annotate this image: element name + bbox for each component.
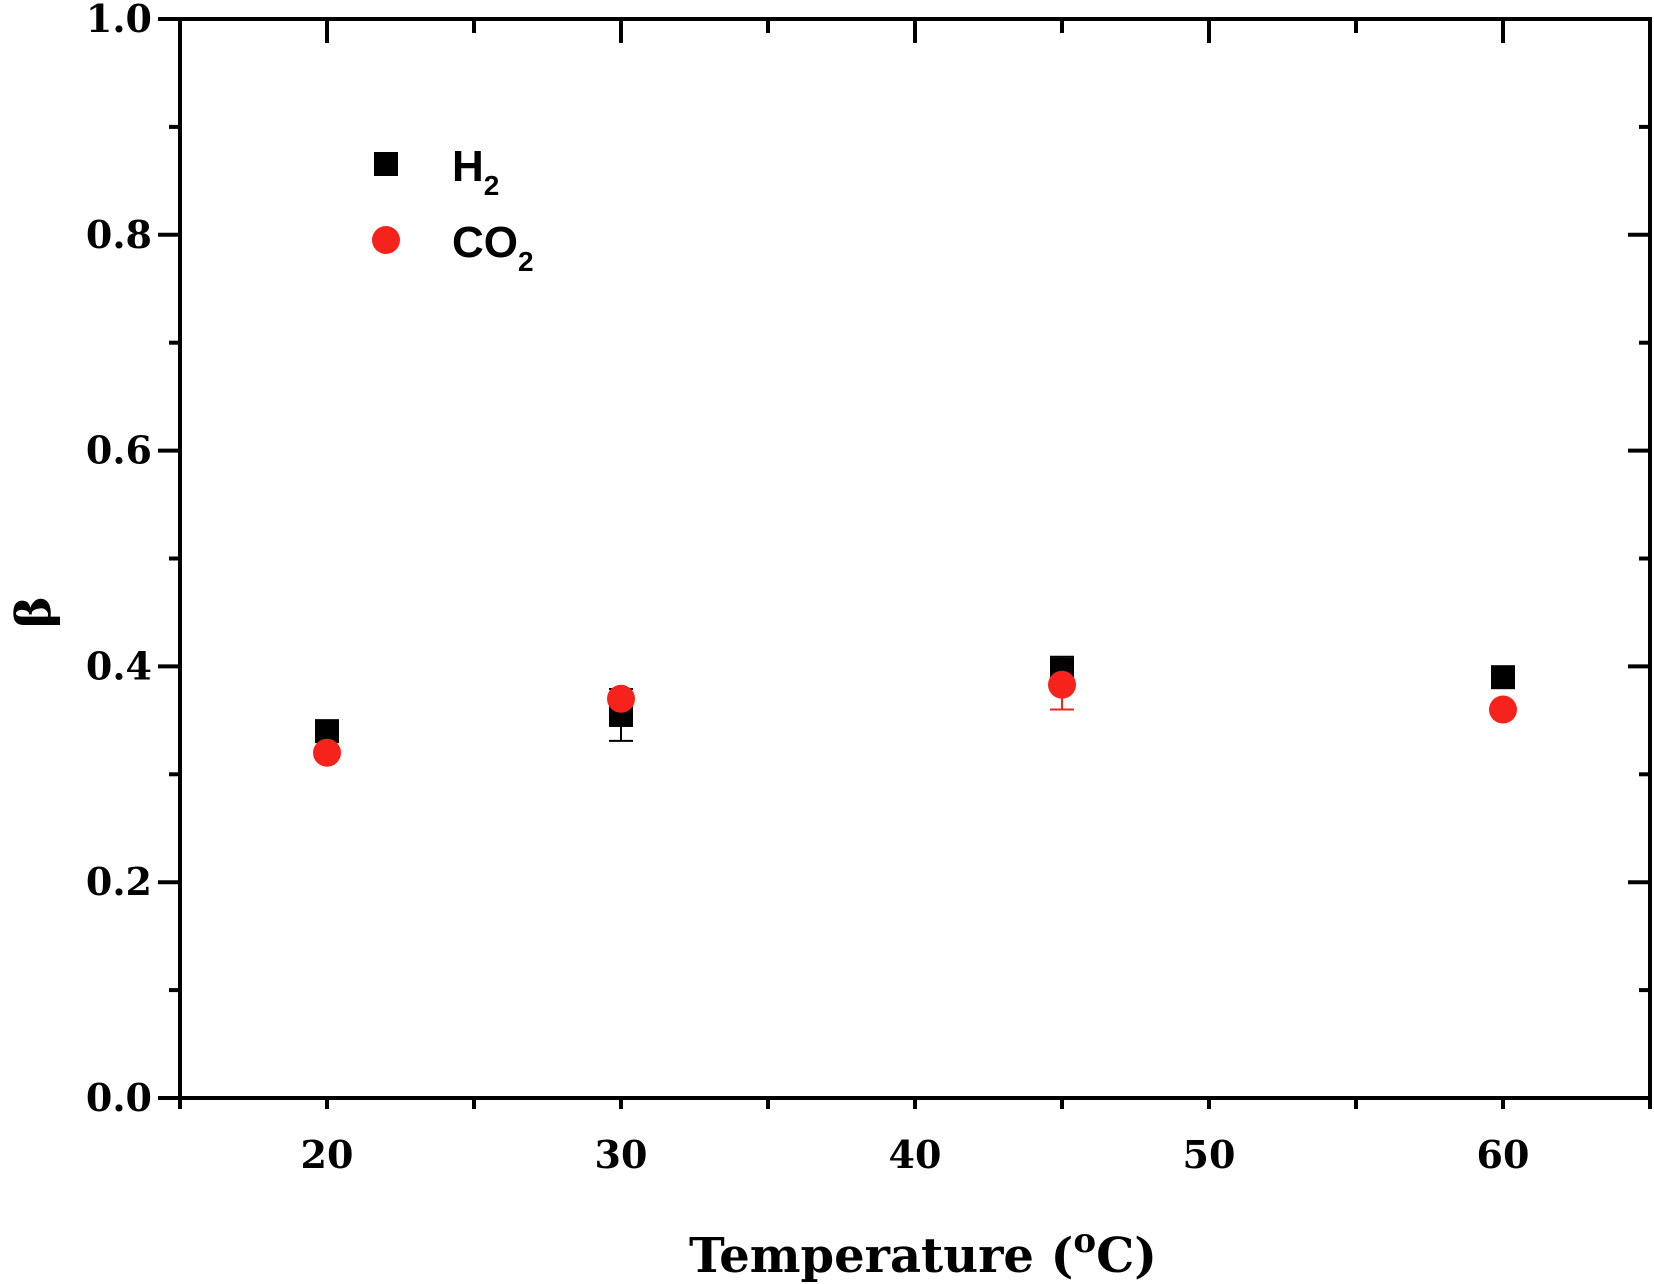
legend: H2 CO2: [372, 142, 534, 277]
x-tick-label: 30: [595, 1132, 648, 1177]
data-point-circle: [1048, 670, 1076, 699]
legend-label-h2: H2: [452, 142, 499, 201]
x-tick-label: 40: [889, 1132, 942, 1177]
plot-frame: [178, 17, 1652, 1100]
y-axis-title: β: [6, 596, 62, 628]
error-bars: [609, 655, 1074, 742]
data-point-square: [1491, 665, 1515, 690]
legend-marker-h2: [374, 152, 398, 176]
data-point-circle: [1489, 695, 1517, 724]
data-markers: [313, 657, 1517, 767]
legend-marker-co2: [372, 226, 400, 254]
data-point-circle: [607, 684, 635, 713]
y-tick-label: 0.2: [86, 859, 152, 904]
tick-labels: 20 30 40 50 60 0.0 0.2 0.4 0.6 0.8 1.0: [86, 0, 1530, 1177]
x-tick-label: 20: [301, 1132, 354, 1177]
data-point-circle: [313, 738, 341, 767]
y-tick-label: 0.8: [86, 212, 152, 257]
legend-label-co2: CO2: [452, 218, 534, 277]
minor-ticks: [169, 19, 1652, 1109]
y-tick-label: 0.6: [86, 428, 152, 473]
y-tick-label: 0.0: [86, 1075, 152, 1120]
major-ticks: [158, 17, 1650, 1109]
y-tick-label: 0.4: [86, 643, 152, 688]
y-tick-label: 1.0: [86, 0, 152, 41]
x-tick-label: 50: [1183, 1132, 1236, 1177]
x-tick-label: 60: [1477, 1132, 1530, 1177]
x-axis-title: Temperature (oC): [689, 1221, 1157, 1284]
